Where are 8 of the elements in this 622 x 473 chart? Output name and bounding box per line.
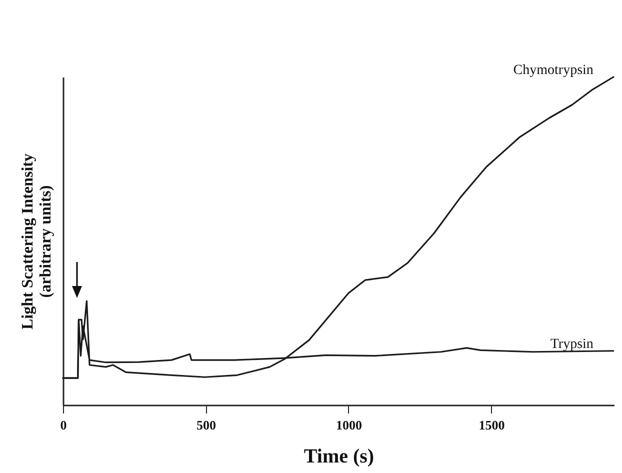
series-label: Chymotrypsin: [513, 63, 594, 78]
y-axis-title: Light Scattering Intensity (arbitrary units): [20, 154, 54, 330]
x-axis-title: Time (s): [304, 446, 374, 468]
x-tick-label: 500: [196, 418, 216, 432]
x-tick-label: 1500: [478, 418, 505, 432]
series-label: Trypsin: [550, 336, 594, 352]
x-tick-label: 1000: [336, 418, 362, 432]
x-tick-label: 0: [60, 418, 67, 432]
